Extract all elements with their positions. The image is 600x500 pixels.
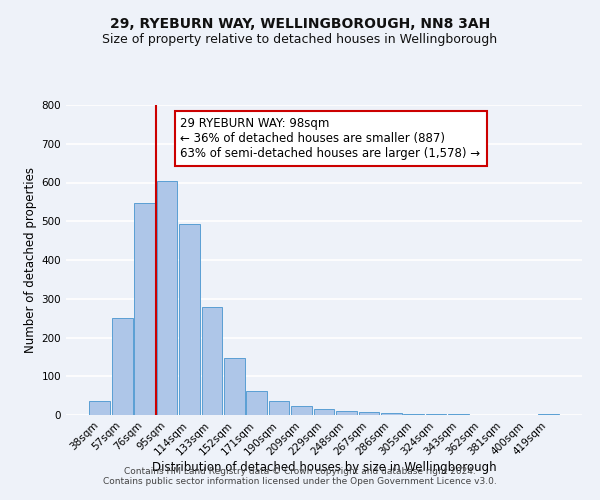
Text: 29, RYEBURN WAY, WELLINGBOROUGH, NN8 3AH: 29, RYEBURN WAY, WELLINGBOROUGH, NN8 3AH [110,18,490,32]
Bar [247,391,267,415]
Text: 29 RYEBURN WAY: 98sqm
← 36% of detached houses are smaller (887)
63% of semi-det: 29 RYEBURN WAY: 98sqm ← 36% of detached … [181,116,481,160]
Bar [403,414,424,415]
Bar [269,402,289,415]
Bar [224,358,245,415]
Bar [426,414,446,415]
Bar [202,308,222,415]
Bar [179,224,200,415]
Text: Size of property relative to detached houses in Wellingborough: Size of property relative to detached ho… [103,32,497,46]
Bar [134,202,155,415]
Bar [112,318,133,415]
Text: Contains public sector information licensed under the Open Government Licence v3: Contains public sector information licen… [103,477,497,486]
Text: Contains HM Land Registry data © Crown copyright and database right 2024.: Contains HM Land Registry data © Crown c… [124,467,476,476]
Bar [336,411,357,415]
Bar [89,402,110,415]
Bar [538,414,559,415]
X-axis label: Distribution of detached houses by size in Wellingborough: Distribution of detached houses by size … [152,461,496,474]
Bar [291,406,312,415]
Bar [157,180,178,415]
Bar [359,412,379,415]
Bar [314,409,334,415]
Y-axis label: Number of detached properties: Number of detached properties [25,167,37,353]
Bar [448,414,469,415]
Bar [381,414,401,415]
